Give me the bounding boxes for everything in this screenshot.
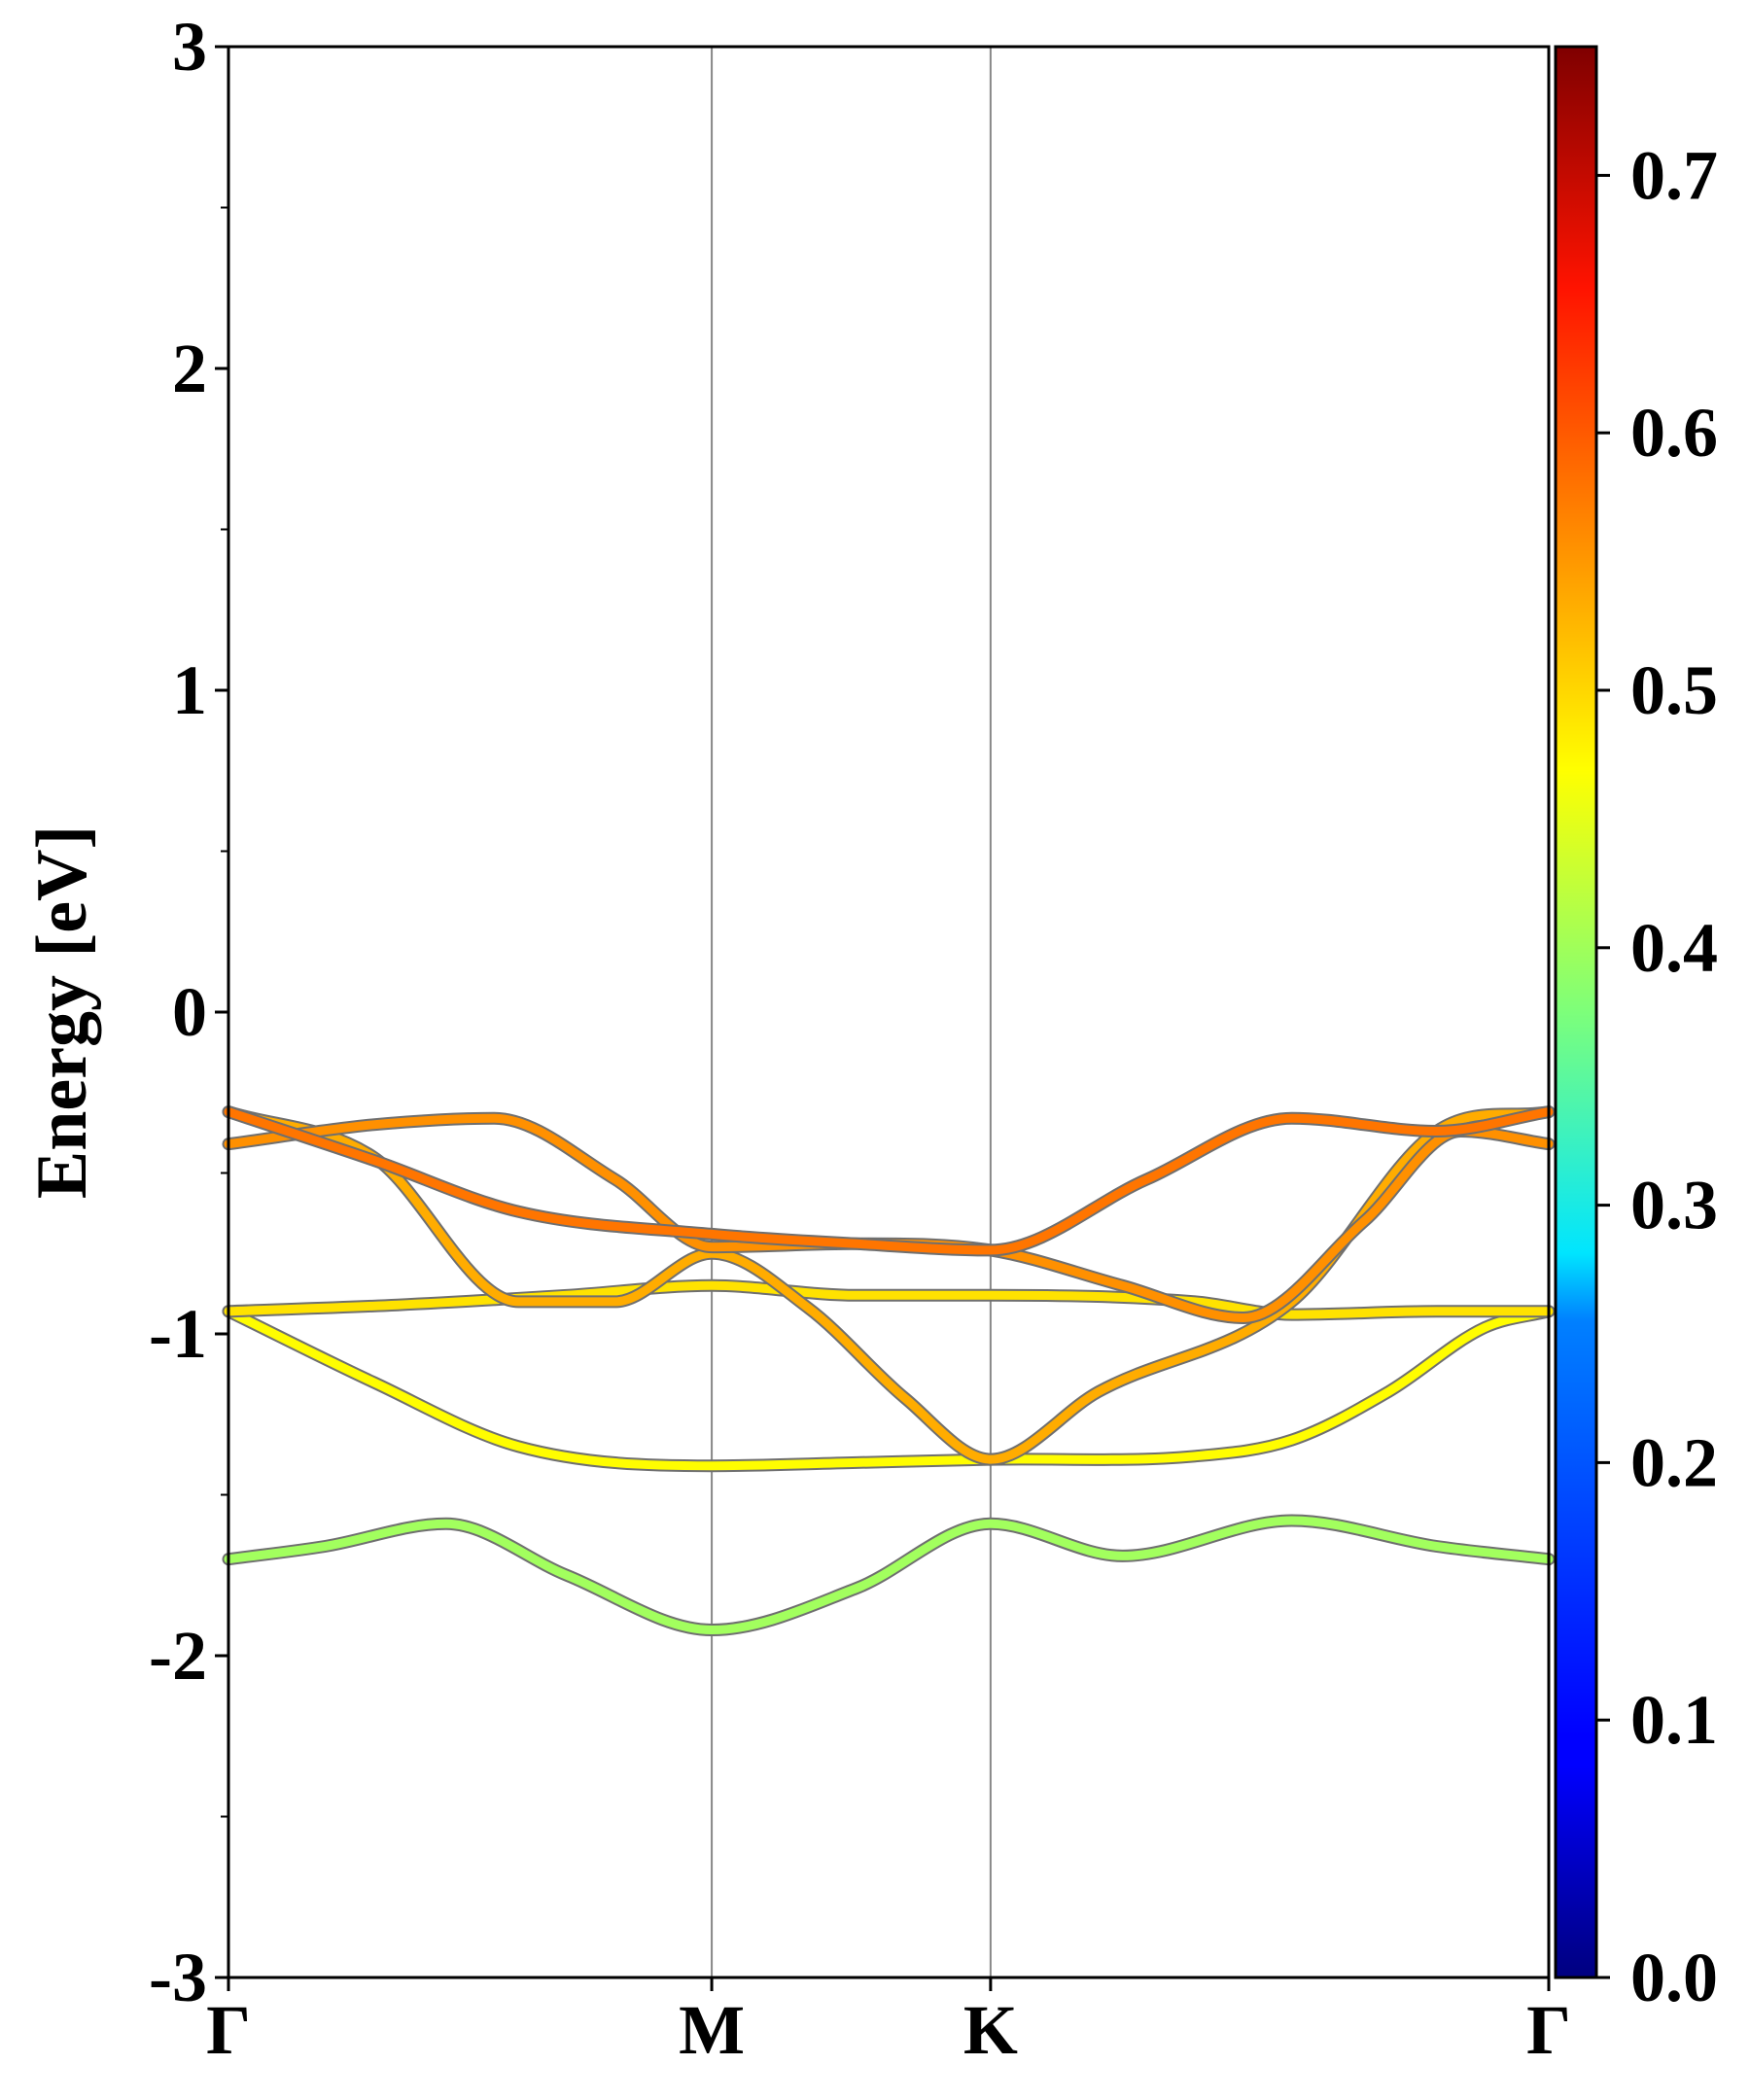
plot-area: -3 -2 -1 0 1 2 3 Γ M K Γ [149,8,1571,2069]
colorbar-tick-label: 0.4 [1630,909,1718,987]
band-line [224,1107,1554,1255]
band-line [224,1516,1554,1634]
band-lines [222,1105,1556,1636]
high-symmetry-lines [711,47,992,1978]
colorbar-tick-label: 0.3 [1630,1167,1718,1244]
colorbar-gradient [1554,45,1598,1979]
colorbar: 0.0 0.1 0.2 0.3 0.4 0.5 0.6 0.7 [1554,45,1718,2016]
x-tick-label: Γ [206,1991,251,2069]
x-tick-label: Γ [1526,1991,1571,2069]
y-tick-label: -3 [149,1939,207,2016]
band-line [224,1307,1554,1471]
colorbar-tick-label: 0.1 [1630,1681,1718,1759]
band-line [224,1280,1554,1319]
colorbar-tick-label: 0.5 [1630,651,1718,729]
y-tick-label: -2 [149,1617,207,1695]
x-tick-label: M [679,1991,745,2069]
y-tick-label: 1 [172,651,207,729]
y-tick-label: 3 [172,8,207,86]
y-axis-label: Energy [eV] [22,825,102,1199]
y-tick-label: -1 [149,1295,207,1373]
y-axis-ticks: -3 -2 -1 0 1 2 3 [149,8,228,2016]
colorbar-tick-label: 0.7 [1630,136,1718,214]
x-tick-label: K [963,1991,1018,2069]
colorbar-tick-label: 0.0 [1630,1939,1718,2016]
colorbar-tick-label: 0.6 [1630,394,1718,472]
y-tick-label: 0 [172,973,207,1051]
plot-frame [227,45,1551,1979]
y-tick-label: 2 [172,330,207,407]
colorbar-tick-label: 0.2 [1630,1423,1718,1501]
colorbar-ticks: 0.0 0.1 0.2 0.3 0.4 0.5 0.6 0.7 [1596,136,1718,2016]
